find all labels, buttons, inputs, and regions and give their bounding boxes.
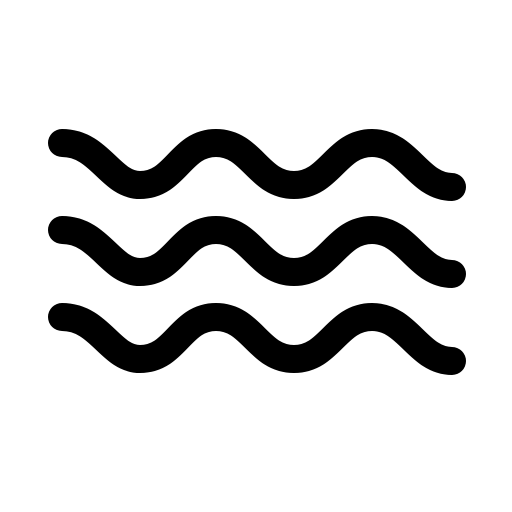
wave-line-top: [48, 129, 466, 201]
wave-line-middle: [48, 216, 466, 288]
wave-line-bottom: [48, 303, 466, 375]
